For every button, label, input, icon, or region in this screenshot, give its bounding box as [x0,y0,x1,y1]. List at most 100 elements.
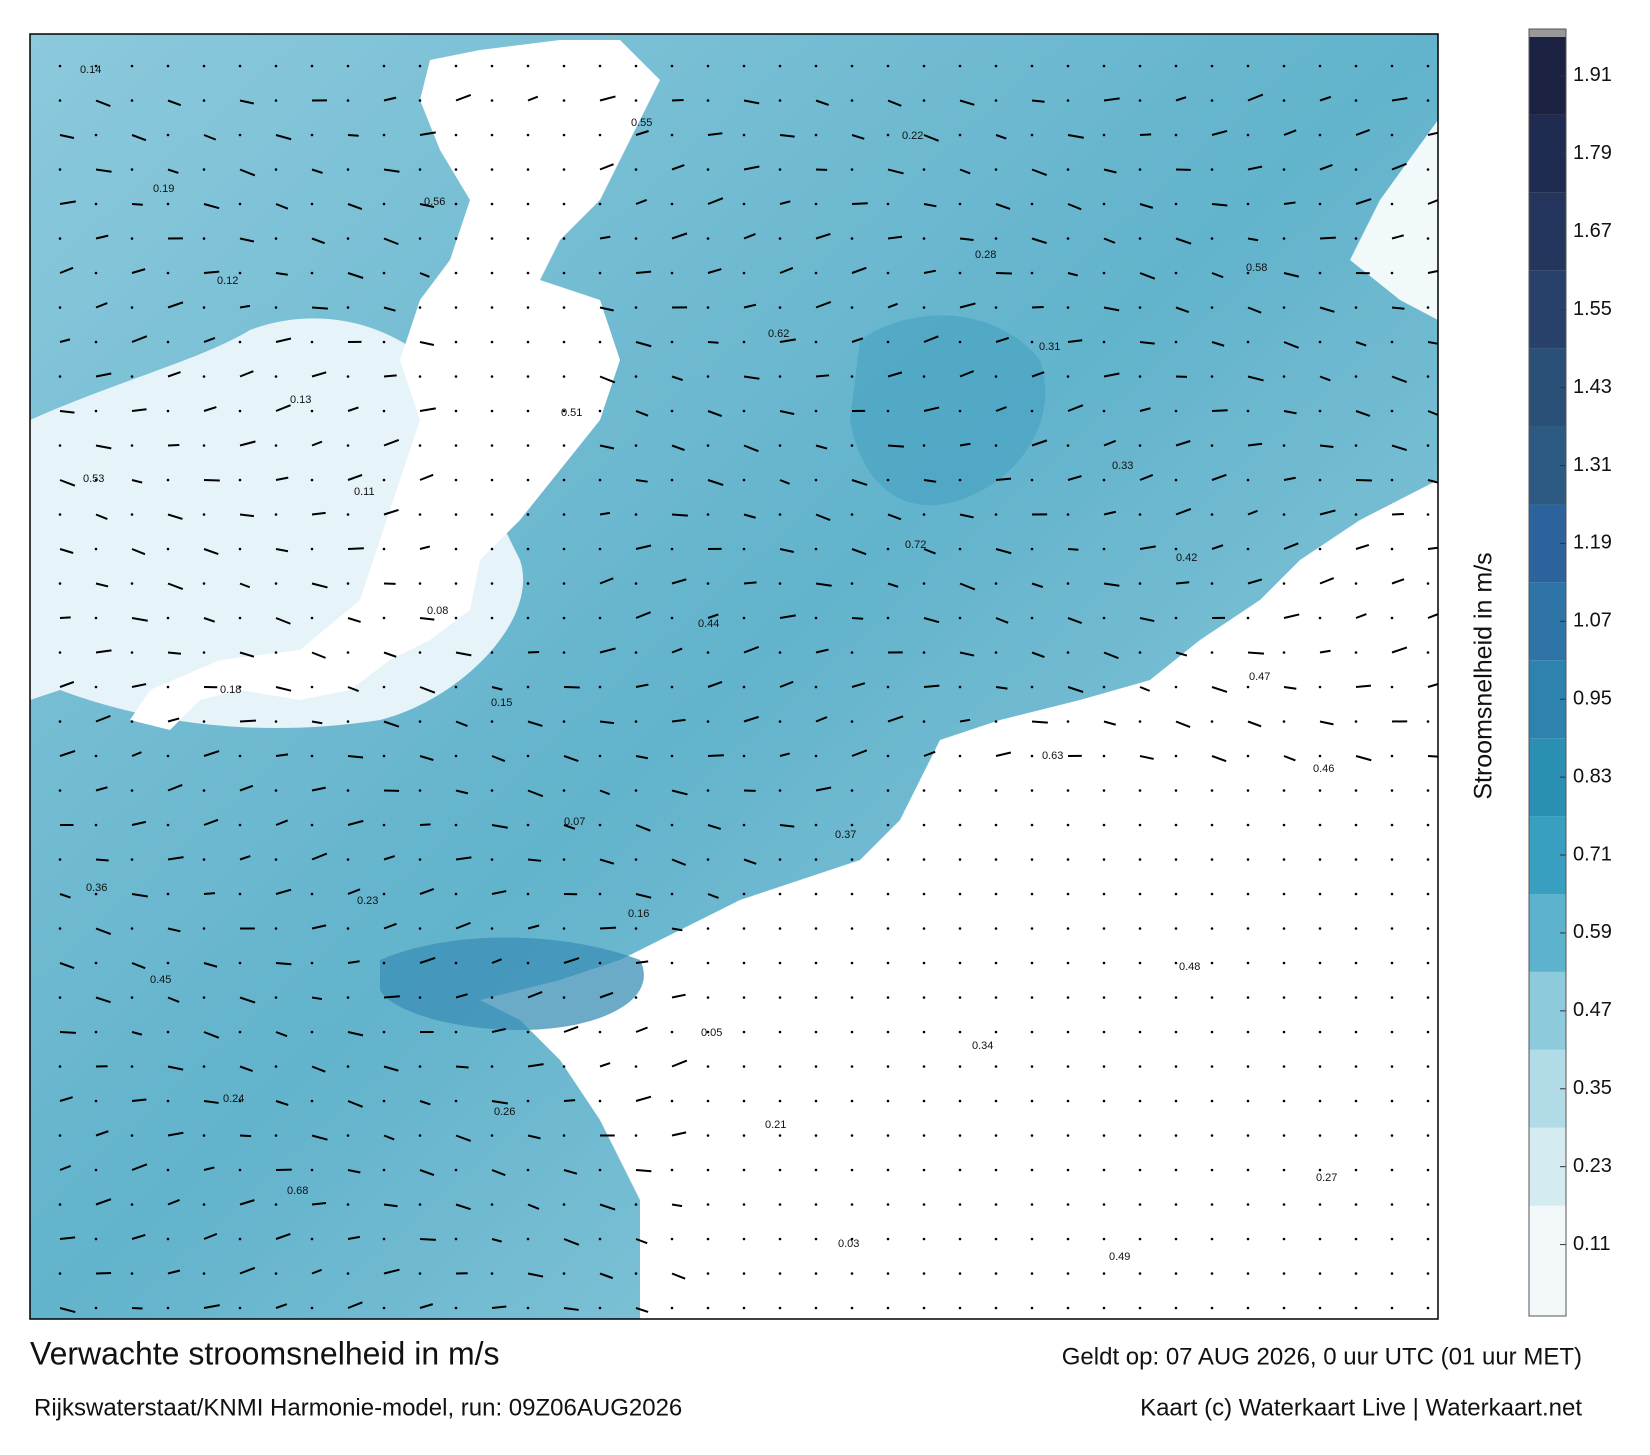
dot [491,99,494,102]
speed-label: 0.31 [1039,341,1060,353]
dot [203,1065,206,1068]
dot [167,617,170,620]
dot [491,341,494,344]
dot [1031,1134,1034,1137]
dot [851,1169,854,1172]
arrow [312,308,328,309]
dot [1355,1100,1358,1103]
dot [707,1134,710,1137]
dot [1211,237,1214,240]
dot [311,134,314,137]
dot [95,1238,98,1241]
dot [959,1065,962,1068]
colorbar-label: Stroomsnelheid in m/s [1470,552,1498,799]
dot [167,203,170,206]
dot [203,996,206,999]
dot [311,548,314,551]
dot [1211,962,1214,965]
dot [383,1169,386,1172]
dot [491,1065,494,1068]
dot [563,1272,566,1275]
dot [383,548,386,551]
dot [1067,651,1070,654]
dot [743,341,746,344]
dot [347,1203,350,1206]
dot [1319,1203,1322,1206]
dot [635,1065,638,1068]
dot [1319,479,1322,482]
dot [995,1134,998,1137]
dot [1391,1100,1394,1103]
dot [1103,1307,1106,1310]
dot [959,1031,962,1034]
dot [995,513,998,516]
dot [743,410,746,413]
dot [167,341,170,344]
dot [203,1272,206,1275]
dot [1355,1134,1358,1137]
dot [1139,306,1142,309]
dot [707,927,710,930]
dot [239,341,242,344]
dot [779,1169,782,1172]
dot [887,272,890,275]
dot [959,548,962,551]
speed-label: 0.13 [290,394,311,406]
dot [1139,1307,1142,1310]
dot [1319,1031,1322,1034]
arrow [420,824,431,825]
dot [1211,720,1214,723]
speed-label: 0.63 [1042,750,1063,762]
dot [527,548,530,551]
dot [1175,824,1178,827]
dot [1211,444,1214,447]
dot [1067,168,1070,171]
dot [275,444,278,447]
dot [131,651,134,654]
dot [1355,168,1358,171]
speed-label: 0.36 [86,882,107,894]
dot [95,617,98,620]
dot [1427,582,1430,585]
dot [635,237,638,240]
dot [95,1031,98,1034]
dot [1139,444,1142,447]
dot [1463,755,1466,758]
arrow [1032,307,1044,308]
dot [1139,65,1142,68]
dot [527,306,530,309]
dot [815,410,818,413]
dot [563,548,566,551]
dot [1067,927,1070,930]
dot [599,203,602,206]
dot [419,1203,422,1206]
dot [527,1307,530,1310]
dot [1319,548,1322,551]
dot [1139,651,1142,654]
dot [1139,375,1142,378]
dot [203,927,206,930]
dot [1355,306,1358,309]
dot [599,1238,602,1241]
dot [491,927,494,930]
dot [815,686,818,689]
arrow [1464,166,1475,169]
dot [1103,824,1106,827]
dot [1319,272,1322,275]
arrow [744,582,757,583]
dot [1247,858,1250,861]
dot [203,651,206,654]
dot [779,789,782,792]
dot [239,203,242,206]
dot [1247,548,1250,551]
dot [491,375,494,378]
dot [743,1203,746,1206]
dot [203,444,206,447]
colorbar-cap [1529,29,1566,37]
dot [455,1169,458,1172]
dot [1103,617,1106,620]
dot [275,237,278,240]
dot [1283,1203,1286,1206]
dot [1463,686,1466,689]
dot [923,927,926,930]
